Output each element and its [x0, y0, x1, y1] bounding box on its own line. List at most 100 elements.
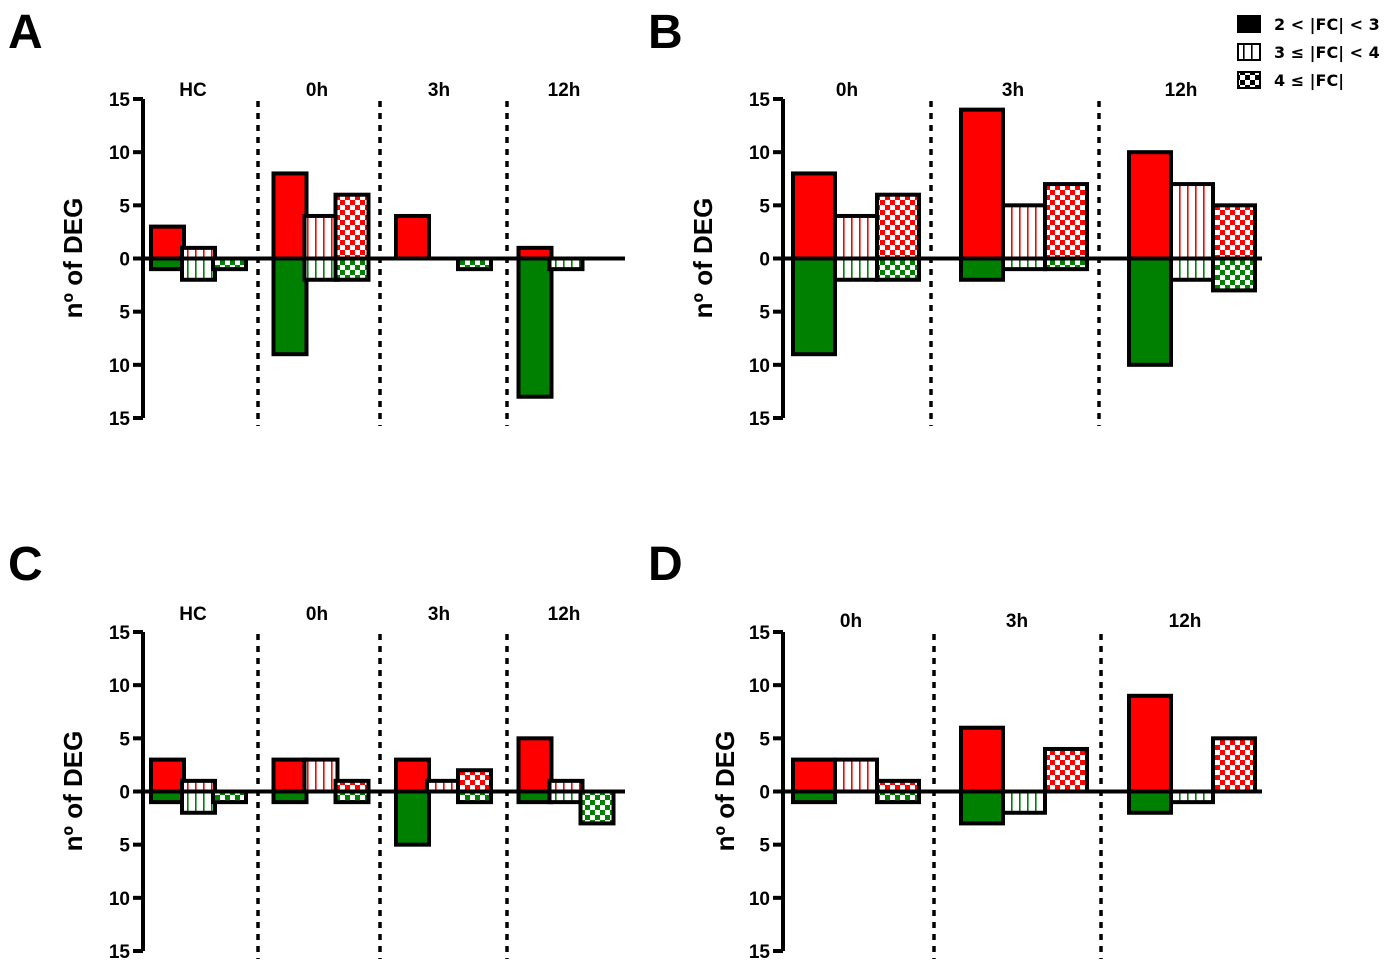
y-tick-label: 5: [119, 729, 130, 750]
y-tick-label: 10: [109, 356, 130, 377]
y-tick-label: 5: [119, 303, 130, 324]
y-axis-label: nº of DEG: [710, 731, 740, 852]
bar-up-0h-s2: [833, 213, 879, 261]
y-tick-label: 15: [749, 409, 771, 430]
y-tick-label: 10: [749, 676, 770, 697]
bar-down-hc-s2: [180, 256, 217, 282]
bar-down-0h-s1: [271, 256, 309, 357]
y-tick-label: 15: [749, 623, 771, 644]
bar-down-0h-s2: [302, 256, 340, 282]
panel-letter: A: [8, 6, 43, 59]
y-tick-label: 15: [749, 90, 771, 111]
bar-up-hc-s1: [149, 224, 186, 261]
bar-up-12h-s1: [1127, 693, 1173, 794]
bar-down-12h-s1: [516, 256, 554, 399]
bar-up-3h-s3: [1043, 182, 1089, 261]
group-label-0h: 0h: [306, 80, 328, 101]
legend-swatch-solid: [1237, 15, 1261, 33]
legend-item-label: 3 ≤ |FC| < 4: [1274, 43, 1380, 63]
bar-up-0h-s1: [791, 171, 837, 261]
y-tick-label: 10: [749, 889, 770, 910]
bar-up-3h-s1: [959, 107, 1005, 261]
y-tick-label: 5: [119, 836, 130, 857]
y-tick-label: 5: [119, 196, 130, 217]
group-label-3h: 3h: [1002, 80, 1024, 101]
bar-up-hc-s1: [149, 757, 186, 794]
legend-item-label: 4 ≤ |FC|: [1274, 71, 1344, 91]
bar-up-12h-s2: [1169, 182, 1215, 261]
y-tick-label: 10: [749, 356, 770, 377]
y-axis-label: nº of DEG: [58, 731, 88, 852]
legend-swatch-vstripe: [1237, 43, 1261, 61]
bar-up-0h-s2: [302, 213, 340, 261]
y-tick-label: 10: [109, 676, 130, 697]
bar-up-0h-s1: [271, 171, 309, 261]
group-label-hc: HC: [179, 604, 207, 625]
bar-up-12h-s1: [1127, 150, 1173, 261]
bar-up-3h-s1: [394, 213, 431, 261]
bar-up-3h-s3: [1043, 746, 1089, 794]
bar-down-0h-s3: [333, 256, 371, 282]
y-tick-label: 0: [759, 250, 770, 271]
y-tick-label: 10: [749, 143, 770, 164]
bar-up-12h-s3: [1211, 203, 1257, 261]
bar-down-12h-s1: [1127, 789, 1173, 815]
bar-up-0h-s2: [302, 757, 340, 794]
y-tick-label: 10: [109, 889, 130, 910]
bar-down-12h-s3: [1211, 256, 1257, 293]
y-axis-label: nº of DEG: [58, 198, 88, 319]
panel-letter: D: [648, 538, 683, 591]
y-tick-label: 15: [109, 623, 131, 644]
chart-panel-b: Bnº of DEG 15 10 5 0 5 10 15 0h 3h 12h: [648, 6, 1262, 430]
group-label-3h: 3h: [1006, 611, 1028, 632]
y-tick-label: 15: [109, 90, 131, 111]
bar-down-3h-s1: [959, 789, 1005, 826]
y-tick-label: 5: [759, 836, 770, 857]
bar-down-3h-s1: [394, 789, 431, 847]
bar-down-12h-s1: [1127, 256, 1173, 367]
bar-up-0h-s2: [833, 757, 879, 794]
y-tick-label: 15: [109, 942, 131, 962]
y-axis-label: nº of DEG: [688, 198, 718, 319]
legend-swatch-checker: [1237, 71, 1261, 89]
legend: 2 < |FC| < 3 3 ≤ |FC| < 4 4 ≤ |FC|: [1237, 15, 1380, 91]
bar-up-0h-s1: [271, 757, 309, 794]
bar-down-0h-s1: [791, 256, 837, 357]
y-tick-label: 5: [759, 303, 770, 324]
bar-up-12h-s3: [1211, 736, 1257, 794]
group-label-12h: 12h: [548, 604, 581, 625]
y-tick-label: 5: [759, 729, 770, 750]
bar-down-hc-s2: [180, 789, 217, 815]
panel-letter: C: [8, 538, 43, 591]
y-tick-label: 15: [749, 942, 771, 962]
bar-up-3h-s1: [394, 757, 431, 794]
y-tick-label: 0: [759, 783, 770, 804]
y-tick-label: 15: [109, 409, 131, 430]
chart-panel-c: Cnº of DEG 15 10 5 0 5 10 15 HC 0h 3h 12h: [8, 538, 625, 962]
bar-down-0h-s2: [833, 256, 879, 282]
legend-item-label: 2 < |FC| < 3: [1274, 15, 1380, 35]
group-label-3h: 3h: [428, 80, 450, 101]
chart-panel-a: Anº of DEG 15 10 5 0 5 10 15 HC 0h 3h 12h: [8, 6, 625, 430]
bar-up-0h-s3: [333, 192, 371, 261]
bar-down-0h-s3: [875, 256, 921, 282]
bar-down-3h-s1: [959, 256, 1005, 282]
y-tick-label: 5: [759, 196, 770, 217]
y-tick-label: 10: [109, 143, 130, 164]
bar-down-3h-s2: [1001, 789, 1047, 815]
group-label-12h: 12h: [548, 80, 581, 101]
group-label-12h: 12h: [1165, 80, 1198, 101]
bar-up-12h-s1: [516, 736, 554, 794]
group-label-0h: 0h: [840, 611, 862, 632]
bar-down-12h-s3: [578, 789, 616, 826]
y-tick-label: 0: [119, 250, 130, 271]
bar-up-3h-s1: [959, 725, 1005, 794]
y-tick-label: 0: [119, 783, 130, 804]
group-label-hc: HC: [179, 80, 207, 101]
bar-up-3h-s2: [1001, 203, 1047, 261]
bar-up-0h-s3: [875, 192, 921, 261]
bar-up-3h-s3: [456, 768, 493, 794]
group-label-0h: 0h: [306, 604, 328, 625]
